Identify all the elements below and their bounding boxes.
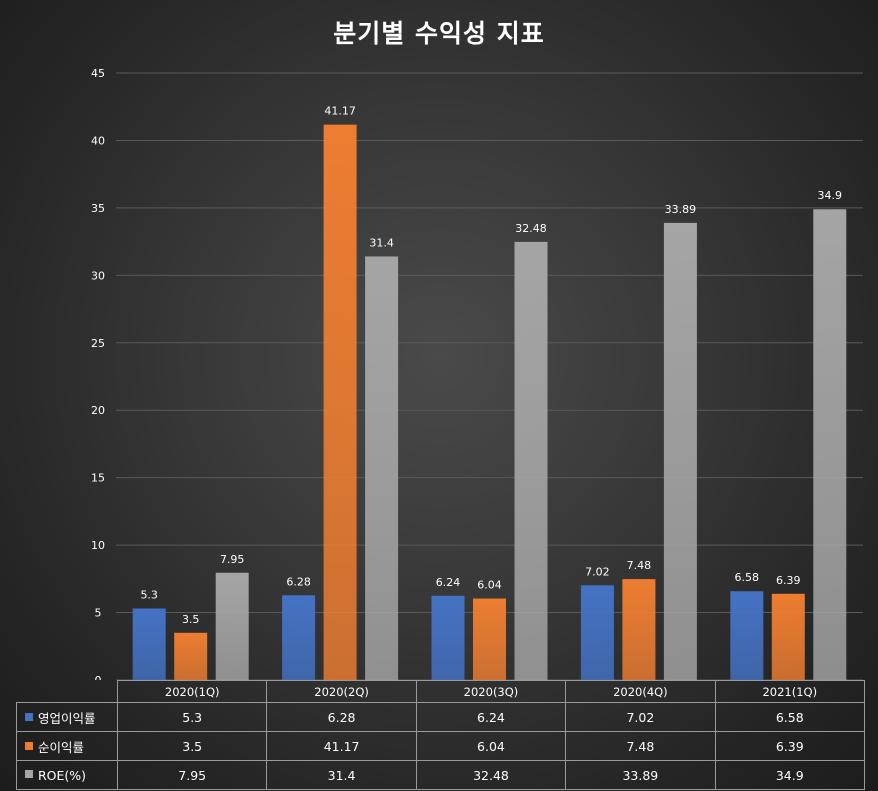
data-table-category: 2021(1Q) — [714, 680, 865, 703]
legend-key — [25, 713, 33, 721]
data-label-net-margin: 6.04 — [477, 579, 502, 592]
data-table-cell: 7.48 — [565, 731, 716, 761]
bar-operating-margin — [580, 585, 614, 680]
y-tick-label: 15 — [91, 472, 105, 485]
y-tick-label: 20 — [91, 404, 105, 417]
data-labels: 5.3 3.5 7.95 6.28 41.17 31.4 6.24 6.04 32.48 7.02… — [140, 105, 842, 626]
y-tick-label: 35 — [91, 202, 105, 215]
y-axis: 0 5 10 15 20 25 30 35 40 45 — [91, 67, 105, 680]
data-table-cell: 7.02 — [565, 702, 716, 732]
data-table-cell: 31.4 — [266, 760, 417, 790]
chart-title: 분기별 수익성 지표 — [333, 19, 545, 48]
legend-label: 영업이익률 — [38, 710, 96, 726]
data-label-net-margin: 7.48 — [627, 559, 652, 572]
data-label-roe: 31.4 — [369, 236, 394, 249]
legend-key — [25, 742, 33, 750]
data-table-row: 영업이익률 5.3 6.28 6.24 7.02 6.58 — [16, 702, 865, 732]
bar-chart: 0 5 10 15 20 25 30 35 40 45 5.3 3.5 7.95 6.28 41.17 31… — [91, 67, 863, 680]
y-tick-label: 40 — [91, 134, 105, 147]
bar-net-margin — [323, 124, 357, 680]
bar-net-margin — [473, 598, 506, 680]
bar-roe — [365, 256, 399, 680]
data-table-row: 순이익률 3.5 41.17 6.04 7.48 6.39 — [16, 731, 865, 761]
data-label-roe: 34.9 — [818, 189, 843, 202]
data-table-cell: 5.3 — [116, 702, 268, 732]
data-label-operating-margin: 6.58 — [735, 571, 760, 584]
data-label-operating-margin: 7.02 — [585, 565, 610, 578]
legend-label: 순이익률 — [38, 739, 85, 755]
legend-entry-roe: ROE(%) — [16, 760, 118, 790]
data-table: 2020(1Q) 2020(2Q) 2020(3Q) 2020(4Q) 2021(1Q)… — [16, 680, 865, 790]
data-table-cell: 41.17 — [266, 731, 417, 761]
bar-operating-margin — [132, 608, 166, 680]
bars — [132, 124, 847, 680]
legend-entry-net-margin: 순이익률 — [16, 731, 118, 761]
data-table-cell: 6.28 — [266, 702, 417, 732]
data-table-header: 2020(1Q) 2020(2Q) 2020(3Q) 2020(4Q) 2021(1Q) — [16, 680, 865, 703]
legend-label: ROE(%) — [38, 767, 87, 783]
bar-roe — [514, 241, 548, 680]
y-tick-label: 0 — [95, 674, 102, 680]
data-table-cell: 6.58 — [714, 702, 865, 732]
data-table-category: 2020(3Q) — [415, 680, 567, 703]
y-tick-label: 45 — [91, 67, 105, 80]
data-table-cell: 7.95 — [116, 760, 268, 790]
y-tick-label: 5 — [95, 607, 102, 620]
data-label-operating-margin: 6.24 — [436, 576, 461, 589]
bar-net-margin — [771, 593, 805, 680]
bar-net-margin — [622, 579, 656, 680]
bar-operating-margin — [431, 595, 465, 680]
bar-roe — [813, 209, 847, 680]
bar-operating-margin — [730, 591, 764, 680]
data-table-cell: 6.24 — [415, 702, 567, 732]
data-table-cell: 34.9 — [714, 760, 865, 790]
y-tick-label: 25 — [91, 337, 105, 350]
data-label-operating-margin: 6.28 — [286, 575, 311, 588]
data-label-net-margin: 6.39 — [776, 574, 801, 587]
data-label-roe: 7.95 — [220, 553, 245, 566]
data-table-cell: 32.48 — [415, 760, 567, 790]
bar-operating-margin — [282, 595, 316, 680]
data-label-operating-margin: 5.3 — [140, 589, 158, 602]
data-table-category: 2020(4Q) — [565, 680, 716, 703]
y-tick-label: 10 — [91, 539, 105, 552]
data-label-net-margin: 41.17 — [324, 105, 356, 118]
data-table-cell: 6.04 — [415, 731, 567, 761]
y-tick-label: 30 — [91, 269, 105, 282]
data-table-cell: 33.89 — [565, 760, 716, 790]
bar-net-margin — [174, 632, 208, 680]
data-table-category: 2020(1Q) — [116, 680, 268, 703]
data-table-cell: 3.5 — [116, 731, 268, 761]
bar-roe — [663, 222, 697, 680]
data-table-row: ROE(%) 7.95 31.4 32.48 33.89 34.9 — [16, 760, 865, 790]
legend-entry-operating-margin: 영업이익률 — [16, 702, 118, 732]
data-label-roe: 33.89 — [665, 203, 697, 216]
legend-key — [25, 770, 33, 778]
data-table-corner — [16, 680, 118, 703]
bar-roe — [215, 572, 249, 680]
data-label-roe: 32.48 — [515, 222, 547, 235]
data-label-net-margin: 3.5 — [182, 613, 200, 626]
data-table-category: 2020(2Q) — [266, 680, 417, 703]
data-table-cell: 6.39 — [714, 731, 865, 761]
